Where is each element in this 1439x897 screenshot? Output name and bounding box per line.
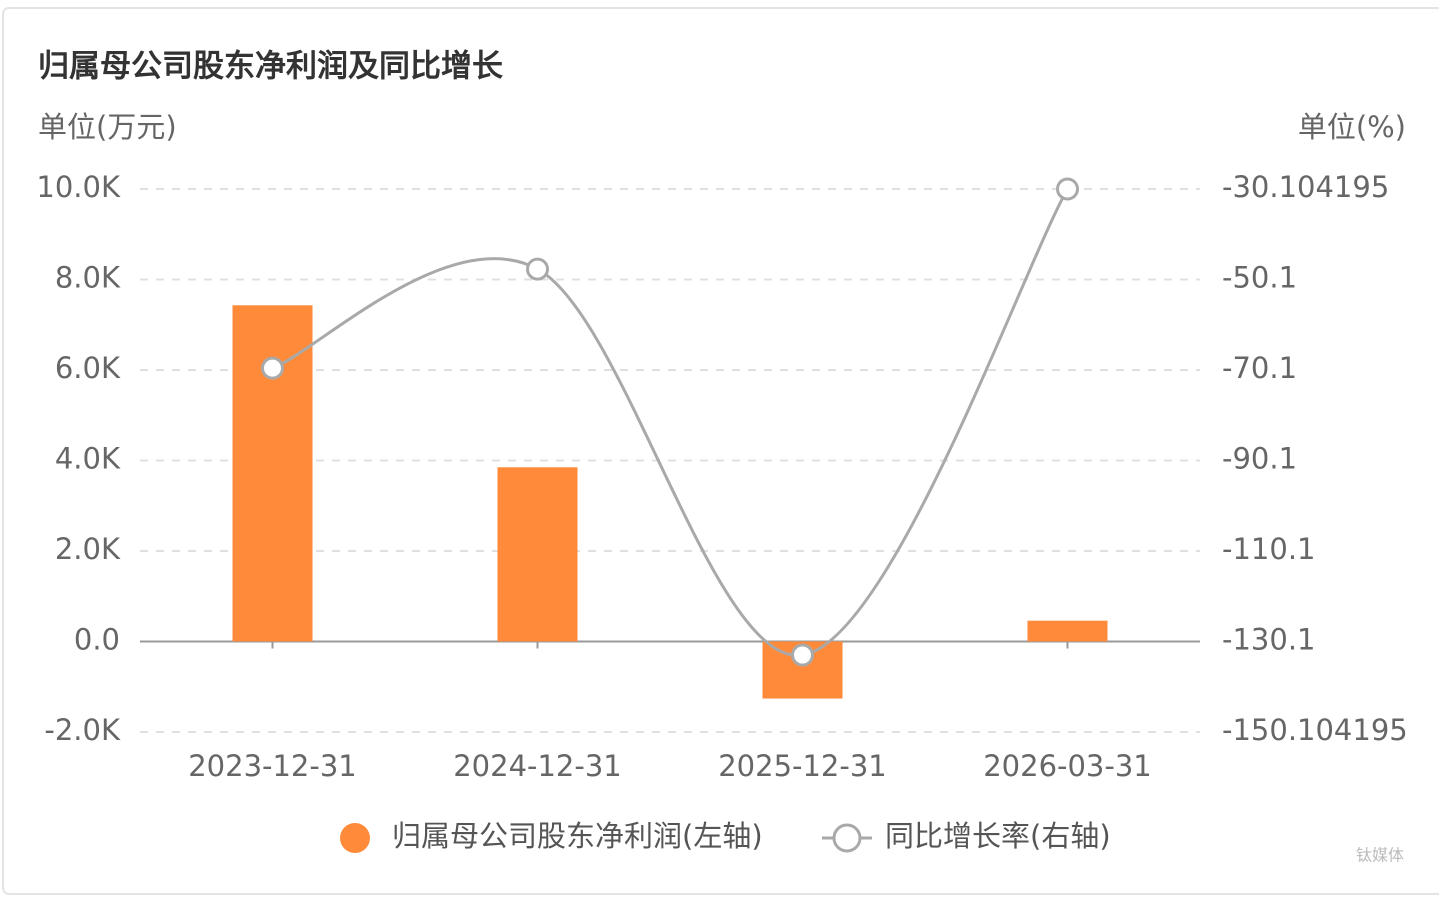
y2-tick-label: -90.1 (1222, 442, 1297, 476)
y-tick-label: 8.0K (55, 261, 121, 295)
y-tick-label: 0.0 (74, 623, 120, 657)
y2-tick-label: -150.104195 (1222, 713, 1408, 747)
y-axis-label: 单位(万元) (38, 110, 177, 144)
legend-label: 归属母公司股东净利润(左轴) (392, 819, 763, 853)
legend-label: 同比增长率(右轴) (885, 819, 1111, 853)
y-tick-label: 10.0K (36, 170, 121, 204)
point (791, 643, 814, 667)
point (1056, 177, 1079, 201)
y2-tick-label: -70.1 (1222, 351, 1297, 385)
bar (232, 305, 313, 642)
y-tick-label: -2.0K (44, 713, 121, 747)
point (261, 356, 284, 380)
y-tick-label: 6.0K (55, 351, 121, 385)
y2-axis-label: 单位(%) (1298, 110, 1406, 144)
x-tick-label: 2026-03-31 (983, 749, 1152, 783)
y-tick-label: 2.0K (55, 532, 121, 566)
x-tick-label: 2025-12-31 (718, 749, 887, 783)
point (526, 257, 549, 281)
y2-tick-label: -110.1 (1222, 532, 1316, 566)
x-tick-label: 2023-12-31 (188, 749, 357, 783)
legend-marker (340, 823, 370, 853)
card (2, 7, 1439, 895)
watermark: 钛媒体 (1356, 846, 1404, 865)
bar (497, 467, 578, 642)
x-tick-label: 2024-12-31 (453, 749, 622, 783)
y-tick-label: 4.0K (55, 442, 121, 476)
bar (1027, 620, 1108, 642)
y2-tick-label: -130.1 (1222, 623, 1316, 657)
y2-tick-label: -30.104195 (1222, 170, 1389, 204)
chart-title: 归属母公司股东净利润及同比增长 (38, 49, 503, 85)
y2-tick-label: -50.1 (1222, 261, 1297, 295)
legend-marker (832, 823, 862, 853)
line (271, 188, 1069, 657)
